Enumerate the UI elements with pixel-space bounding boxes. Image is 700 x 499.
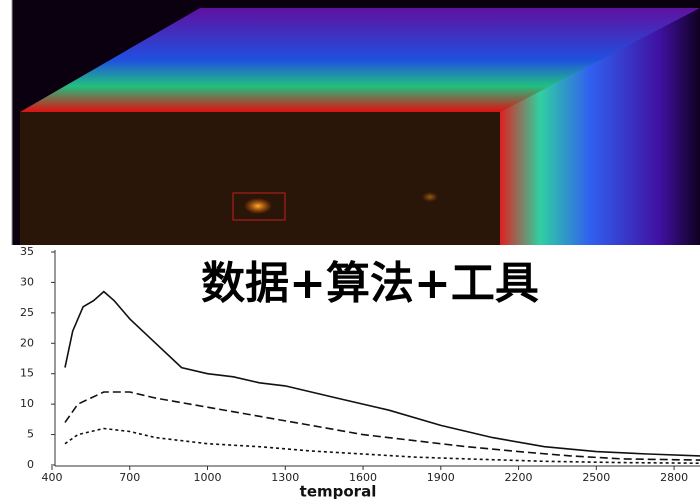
y-tick-label: 35 — [20, 245, 34, 258]
x-tick-label: 1600 — [349, 471, 377, 484]
hyperspectral-cube — [12, 0, 700, 245]
x-tick-label: 2500 — [582, 471, 610, 484]
overlay-title: 数据+算法+工具 — [201, 258, 539, 309]
page: 数据+算法+工具 temporal 0 5 10 15 20 25 30 35 400 700 10… — [0, 0, 700, 499]
x-tick-label: 2200 — [505, 471, 533, 484]
x-tick-label: 2800 — [660, 471, 688, 484]
y-tick-label: 5 — [27, 428, 34, 441]
y-tick-label: 25 — [20, 306, 34, 319]
faint-spot — [422, 192, 438, 202]
x-tick-label: 1900 — [427, 471, 455, 484]
y-tick-label: 30 — [20, 275, 34, 288]
x-axis-label: temporal — [300, 483, 377, 499]
y-tick-label: 0 — [27, 458, 34, 471]
x-tick-label: 400 — [42, 471, 63, 484]
cube-front-face — [20, 112, 500, 245]
x-tick-label: 1300 — [271, 471, 299, 484]
y-tick-label: 20 — [20, 336, 34, 349]
y-tick-label: 15 — [20, 367, 34, 380]
x-tick-label: 700 — [119, 471, 140, 484]
x-tick-label: 1000 — [194, 471, 222, 484]
y-tick-label: 10 — [20, 397, 34, 410]
bright-spot — [244, 198, 272, 214]
